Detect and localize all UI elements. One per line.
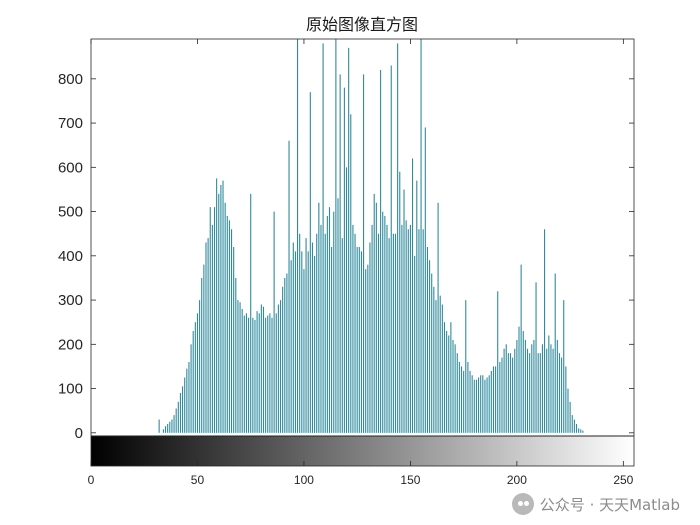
grayscale-colorbar: [91, 436, 634, 466]
x-tick-label: 50: [191, 473, 205, 487]
y-tick-label: 800: [58, 71, 83, 88]
y-tick-label: 100: [58, 381, 83, 398]
watermark: 公众号 · 天天Matlab: [511, 493, 680, 515]
histogram-bars: [158, 39, 584, 433]
x-tick-label: 0: [88, 473, 95, 487]
y-tick-label: 300: [58, 292, 83, 309]
x-tick-label: 250: [613, 473, 633, 487]
y-tick-label: 600: [58, 159, 83, 176]
chart-title: 原始图像直方图: [306, 15, 418, 34]
x-axis: 0 50 100 150 200 250: [88, 39, 634, 487]
y-tick-label: 200: [58, 336, 83, 353]
y-tick-label: 500: [58, 204, 83, 221]
x-tick-label: 100: [294, 473, 314, 487]
y-tick-label: 700: [58, 115, 83, 132]
watermark-text: 公众号 · 天天Matlab: [539, 495, 680, 514]
wechat-icon: [511, 493, 534, 515]
x-tick-label: 150: [400, 473, 420, 487]
y-axis: 0 100 200 300 400 500 600 700 800: [58, 71, 634, 442]
y-tick-label: 400: [58, 248, 83, 265]
x-tick-label: 200: [507, 473, 527, 487]
y-tick-label: 0: [75, 425, 83, 442]
plot-area: [90, 38, 635, 467]
